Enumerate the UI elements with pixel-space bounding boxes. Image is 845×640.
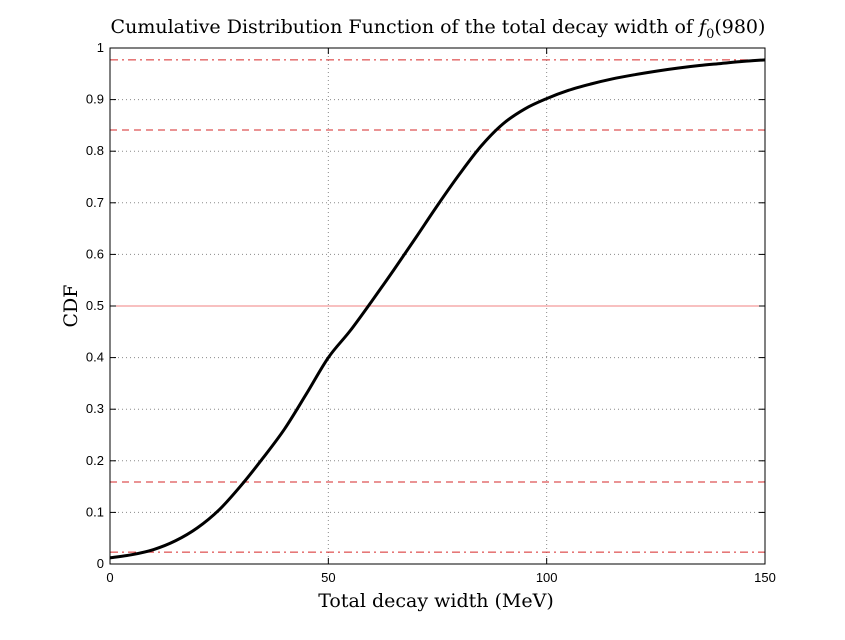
y-tick-label-5: 0.5 [86,298,104,313]
x-tick-label-2: 100 [536,570,558,585]
cdf-series-line-0 [109,58,766,560]
ticks: 0 50 100 150 0 0.1 0.2 0.3 0.4 0.5 0.6 0.7 0.8 0.9 1 [86,40,776,585]
y-tick-label-8: 0.8 [86,143,104,158]
chart-title-symbol: f [697,16,709,38]
reference-lines [110,59,765,553]
y-tick-label-7: 0.7 [86,195,104,210]
y-tick-label-4: 0.4 [86,350,104,365]
chart-title-subscript: 0 [706,27,714,42]
y-tick-label-6: 0.6 [86,246,104,261]
x-tick-label-1: 50 [321,570,335,585]
y-tick-label-0: 0 [97,556,104,571]
y-axis-label: CDF [60,285,82,328]
x-tick-label-3: 150 [754,570,776,585]
chart-title: Cumulative Distribution Function of the … [111,16,766,42]
y-tick-label-3: 0.3 [86,401,104,416]
y-tick-label-10: 1 [97,40,104,55]
chart-title-prefix: Cumulative Distribution Function of the … [111,16,699,38]
chart-title-suffix: (980) [714,16,765,38]
y-tick-label-2: 0.2 [86,453,104,468]
x-tick-label-0: 0 [106,570,113,585]
x-axis-label: Total decay width (MeV) [318,590,554,612]
y-tick-label-1: 0.1 [86,504,104,519]
y-tick-label-9: 0.9 [86,92,104,107]
series [109,58,766,560]
